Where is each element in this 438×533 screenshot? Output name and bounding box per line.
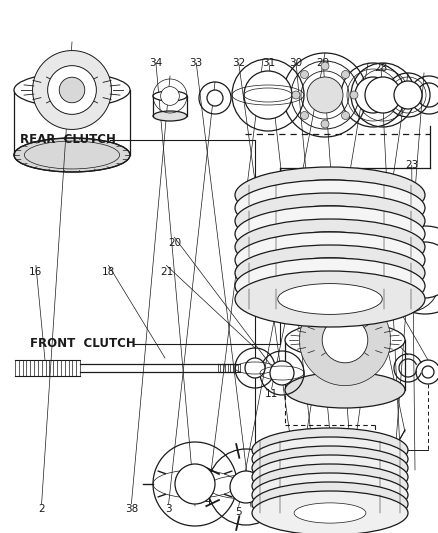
Circle shape (300, 111, 308, 119)
Circle shape (381, 226, 438, 314)
Ellipse shape (235, 206, 425, 262)
Circle shape (321, 120, 329, 128)
Text: 34: 34 (149, 58, 162, 68)
Text: 7: 7 (291, 507, 298, 516)
Circle shape (59, 77, 85, 103)
Text: 30: 30 (290, 58, 303, 68)
Ellipse shape (278, 232, 382, 262)
Circle shape (394, 81, 422, 109)
Text: 14: 14 (274, 291, 287, 301)
Text: 22: 22 (348, 187, 361, 197)
Ellipse shape (252, 473, 408, 517)
Text: FRONT  CLUTCH: FRONT CLUTCH (30, 337, 136, 350)
Text: 16: 16 (29, 267, 42, 277)
Circle shape (48, 66, 96, 115)
Ellipse shape (291, 493, 369, 515)
Circle shape (230, 471, 262, 503)
Circle shape (245, 358, 265, 378)
Ellipse shape (252, 491, 408, 533)
Text: 10: 10 (385, 507, 398, 516)
Circle shape (350, 91, 358, 99)
Ellipse shape (278, 257, 382, 288)
Circle shape (32, 51, 111, 130)
Text: 3: 3 (165, 504, 172, 514)
Text: 2: 2 (38, 504, 45, 514)
Ellipse shape (235, 167, 425, 223)
Ellipse shape (235, 258, 425, 314)
Text: 12: 12 (405, 291, 418, 301)
Circle shape (322, 317, 368, 363)
Ellipse shape (294, 467, 366, 487)
Text: 13: 13 (364, 291, 377, 301)
Text: REAR  CLUTCH: REAR CLUTCH (20, 133, 116, 146)
Ellipse shape (14, 73, 130, 107)
Ellipse shape (285, 322, 405, 358)
Circle shape (270, 361, 294, 385)
Circle shape (355, 77, 391, 113)
Ellipse shape (281, 245, 379, 274)
Ellipse shape (291, 439, 369, 461)
Ellipse shape (281, 220, 379, 248)
Text: 38: 38 (125, 504, 138, 514)
Text: 20: 20 (168, 238, 181, 247)
Circle shape (397, 242, 438, 298)
Circle shape (311, 81, 339, 109)
Ellipse shape (281, 271, 379, 301)
Text: 21: 21 (160, 267, 173, 277)
Circle shape (422, 366, 434, 378)
Ellipse shape (294, 503, 366, 523)
Text: 8: 8 (343, 507, 350, 516)
Ellipse shape (235, 232, 425, 288)
Ellipse shape (235, 193, 425, 249)
Ellipse shape (235, 219, 425, 275)
Text: 19: 19 (308, 256, 321, 266)
Ellipse shape (252, 437, 408, 481)
Ellipse shape (278, 284, 382, 314)
Circle shape (307, 77, 343, 113)
Text: 18: 18 (102, 267, 115, 277)
Ellipse shape (235, 271, 425, 327)
Text: 28: 28 (374, 63, 388, 73)
Text: 5: 5 (235, 507, 242, 516)
Text: 4: 4 (205, 496, 212, 506)
Circle shape (175, 464, 215, 504)
Ellipse shape (252, 446, 408, 490)
Text: 31: 31 (262, 58, 276, 68)
Ellipse shape (294, 449, 366, 469)
Circle shape (342, 111, 350, 119)
Ellipse shape (291, 457, 369, 479)
Circle shape (300, 294, 391, 385)
Ellipse shape (153, 91, 187, 101)
Circle shape (161, 87, 179, 106)
Ellipse shape (278, 206, 382, 237)
Circle shape (365, 77, 401, 113)
Circle shape (244, 71, 292, 119)
Circle shape (300, 70, 308, 78)
Ellipse shape (252, 428, 408, 472)
Text: 23: 23 (405, 160, 418, 170)
Ellipse shape (281, 193, 379, 223)
Text: 29: 29 (317, 58, 330, 68)
Ellipse shape (252, 482, 408, 526)
Ellipse shape (278, 180, 382, 211)
Circle shape (207, 90, 223, 106)
Ellipse shape (14, 138, 130, 172)
Ellipse shape (252, 455, 408, 499)
Text: 11: 11 (265, 390, 278, 399)
Ellipse shape (285, 372, 405, 408)
Text: 35: 35 (357, 248, 370, 258)
Ellipse shape (235, 245, 425, 301)
Ellipse shape (291, 475, 369, 497)
Text: 32: 32 (232, 58, 245, 68)
Ellipse shape (153, 111, 187, 121)
Circle shape (292, 91, 300, 99)
Ellipse shape (252, 464, 408, 508)
Ellipse shape (235, 180, 425, 236)
Ellipse shape (294, 485, 366, 505)
Text: 33: 33 (190, 58, 203, 68)
Circle shape (342, 70, 350, 78)
Text: 15: 15 (258, 262, 272, 271)
Circle shape (321, 62, 329, 70)
